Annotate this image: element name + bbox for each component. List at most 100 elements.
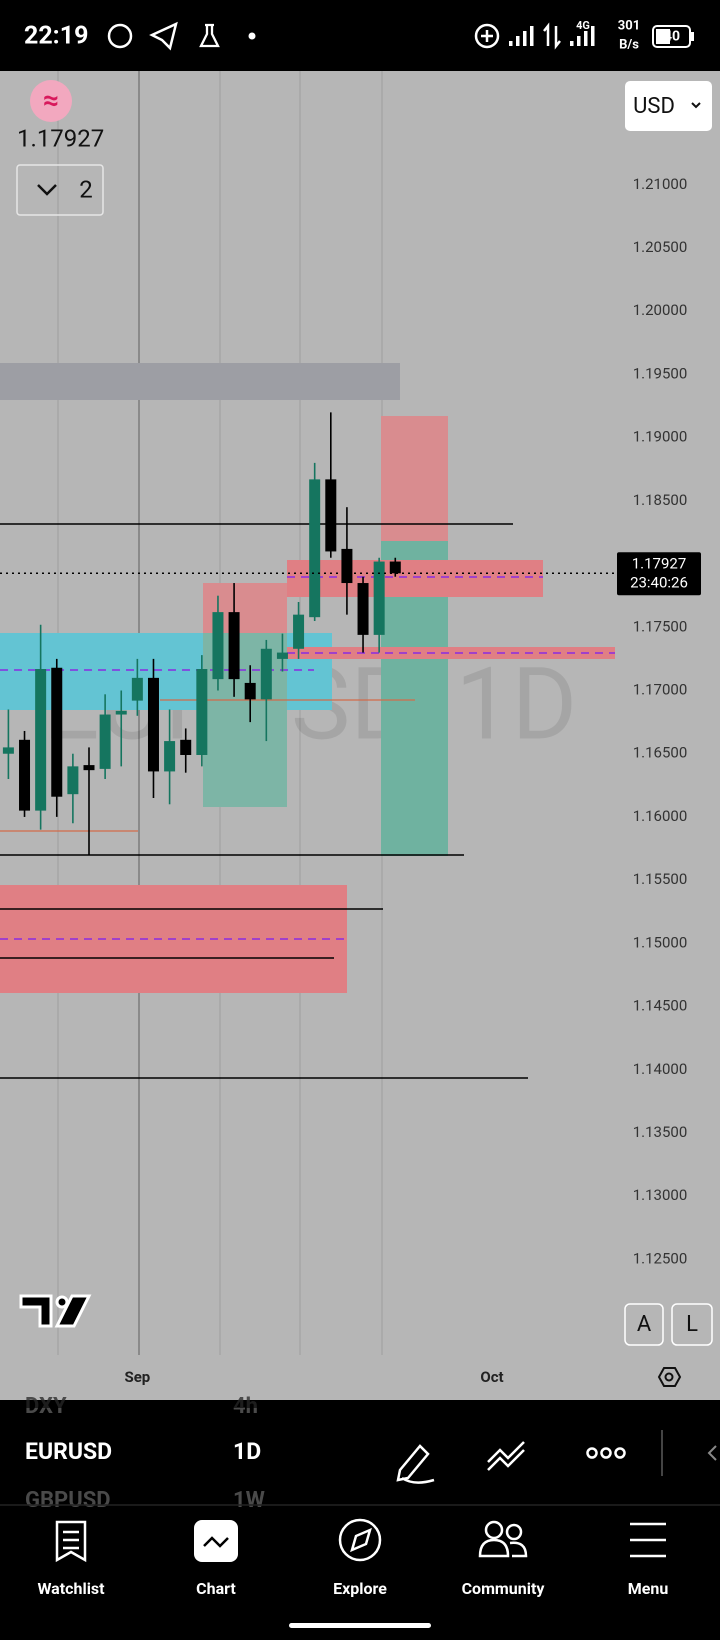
last-price-label: 1.17927 <box>632 554 687 572</box>
candle-body <box>228 612 240 680</box>
candle-body <box>244 682 256 700</box>
zone-red <box>287 560 543 597</box>
y-tick-label: 1.15500 <box>633 870 688 888</box>
currency-button[interactable] <box>625 81 712 131</box>
candle-body <box>131 677 143 701</box>
candle-body <box>357 583 369 635</box>
symbol-interval[interactable]: 1D <box>233 1438 261 1465</box>
x-tick-label: Oct <box>480 1368 503 1386</box>
nav-label[interactable]: Chart <box>196 1579 236 1598</box>
candle-body <box>293 614 305 649</box>
signal-1 <box>509 26 534 46</box>
battery-tip <box>691 32 694 41</box>
header-price: 1.17927 <box>17 124 104 152</box>
y-tick-label: 1.20000 <box>633 301 688 319</box>
stop-zone <box>381 416 448 541</box>
battery <box>652 25 691 48</box>
candle-body <box>67 766 79 795</box>
indicators-button[interactable] <box>16 164 104 216</box>
indicator-count: 2 <box>79 175 93 203</box>
telegram-icon <box>149 21 178 51</box>
candle-body <box>2 747 14 754</box>
network-type: 4G <box>576 19 590 32</box>
candle-body <box>212 612 224 680</box>
whatsapp-icon <box>107 23 133 49</box>
candle-body <box>325 479 337 552</box>
candle-body <box>373 561 385 635</box>
data-saver-plus <box>481 30 493 42</box>
data-saver-icon <box>474 23 500 49</box>
auto-scale-label: A <box>637 1312 652 1337</box>
candle-body <box>19 739 31 811</box>
candle-body <box>309 479 321 618</box>
currency-label: USD <box>633 94 675 119</box>
data-arrows <box>543 22 561 50</box>
trend-tool[interactable] <box>487 1441 525 1471</box>
zone-gray <box>0 363 400 400</box>
symbol-interval[interactable]: 1W <box>233 1488 265 1513</box>
y-tick-label: 1.19500 <box>633 364 688 382</box>
settings-button[interactable] <box>657 1367 682 1387</box>
draw-tool[interactable] <box>396 1444 435 1484</box>
watchlist-icon[interactable] <box>55 1520 87 1563</box>
currency-chevron <box>691 102 701 109</box>
candle-body <box>389 561 401 574</box>
nav-label[interactable]: Menu <box>628 1579 669 1598</box>
auto-scale-button[interactable] <box>624 1303 664 1346</box>
y-tick-label: 1.13500 <box>633 1123 688 1141</box>
collapse-arrow[interactable] <box>707 1445 717 1461</box>
candle-body <box>196 669 208 755</box>
menu-icon[interactable] <box>630 1522 666 1558</box>
battery-percent: 40 <box>664 29 680 45</box>
community-icon[interactable] <box>484 1520 504 1540</box>
bar-countdown: 23:40:26 <box>630 573 688 591</box>
nav-icons <box>55 1518 666 1563</box>
fade-top <box>0 1400 720 1408</box>
candle-body <box>115 710 127 715</box>
home-indicator <box>289 1623 431 1628</box>
y-tick-label: 1.17000 <box>633 680 688 698</box>
y-tick-label: 1.16500 <box>633 744 688 762</box>
y-tick-label: 1.14000 <box>633 1060 688 1078</box>
log-scale-label: L <box>686 1312 698 1337</box>
explore-icon[interactable] <box>338 1518 382 1562</box>
nav-label[interactable]: Explore <box>333 1579 387 1598</box>
y-tick-label: 1.18500 <box>633 491 688 509</box>
candle-body <box>147 677 159 772</box>
y-tick-label: 1.15000 <box>633 933 688 951</box>
settings-dot <box>664 1372 674 1382</box>
y-tick-label: 1.19000 <box>633 428 688 446</box>
nav-label[interactable]: Community <box>462 1579 546 1598</box>
y-tick-label: 1.20500 <box>633 238 688 256</box>
last-price-box <box>617 552 701 596</box>
log-scale-button[interactable] <box>671 1303 713 1346</box>
network-speed-unit: B/s <box>619 37 639 52</box>
network-speed: 301 <box>618 18 640 33</box>
y-tick-label: 1.14500 <box>633 997 688 1015</box>
candle-body <box>164 741 176 772</box>
zone-red-thin <box>287 647 615 659</box>
candle-body <box>180 739 192 755</box>
x-tick-label: Sep <box>124 1368 150 1386</box>
symbol-name[interactable]: EURUSD <box>25 1438 112 1465</box>
lab-icon <box>199 23 220 48</box>
candle-body <box>260 648 272 700</box>
status-bar <box>0 0 720 71</box>
candle-body <box>341 548 353 584</box>
status-time: 22:19 <box>24 22 88 51</box>
tradingview-logo <box>19 1294 92 1328</box>
y-tick-label: 1.16000 <box>633 807 688 825</box>
more-tools[interactable] <box>586 1447 626 1459</box>
symbols-strip <box>0 1400 720 1505</box>
plot: 1.21000 1.20500 1.20000 1.19500 1.19000 1.185… <box>0 175 701 1386</box>
symbol-name[interactable]: GBPUSD <box>25 1488 111 1513</box>
nav-label[interactable]: Watchlist <box>37 1579 105 1598</box>
symbol-logo <box>30 80 72 122</box>
notification-dot <box>248 32 256 40</box>
symbol-logo-glyph: ≈ <box>43 83 59 116</box>
y-tick-label: 1.17500 <box>633 617 688 635</box>
chart-icon-line <box>203 1536 229 1548</box>
candle-body <box>35 669 47 811</box>
